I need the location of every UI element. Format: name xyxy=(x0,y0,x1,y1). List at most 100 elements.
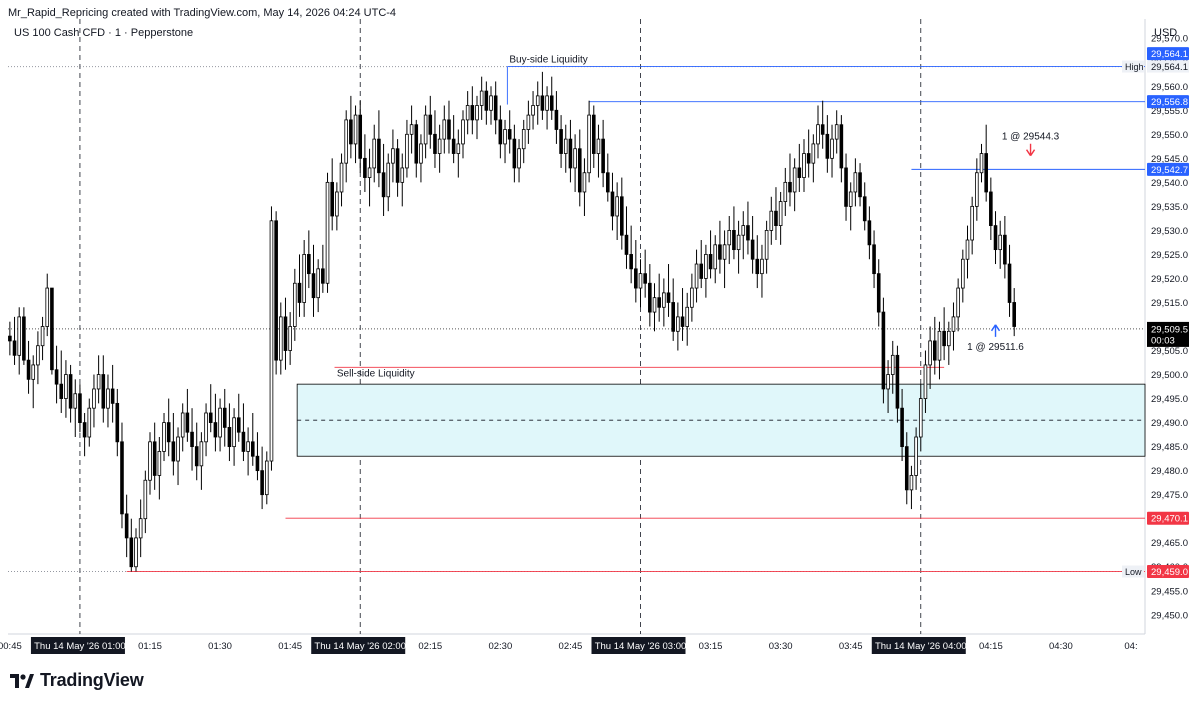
candle-body xyxy=(87,407,92,438)
candle xyxy=(493,81,498,135)
candle xyxy=(325,172,330,293)
candle xyxy=(517,139,521,183)
candle-body xyxy=(339,162,344,193)
candle xyxy=(134,528,138,572)
symbol-legend[interactable]: US 100 Cash CFD · 1 · Pepperstone xyxy=(14,27,194,39)
candle-body xyxy=(96,374,101,390)
session-date-label: Thu 14 May '26 04:00 xyxy=(875,641,967,652)
candle-body xyxy=(180,412,185,438)
y-tick-label: 29,570.0 xyxy=(1151,34,1188,45)
candle-body xyxy=(162,422,166,452)
candle-body xyxy=(414,124,419,164)
candle-body xyxy=(493,95,498,121)
candle-body xyxy=(185,412,190,433)
candle xyxy=(783,167,788,216)
candle-body xyxy=(867,220,872,246)
candle-body xyxy=(620,196,624,236)
candle xyxy=(535,81,540,125)
candle-body xyxy=(792,167,797,193)
candle-body xyxy=(591,114,596,154)
candle xyxy=(456,129,461,178)
candle xyxy=(428,95,433,149)
candle xyxy=(73,379,78,438)
candle-body xyxy=(386,162,391,198)
candle-body xyxy=(895,354,900,409)
candle xyxy=(638,259,643,308)
candle xyxy=(802,139,806,192)
candle-body xyxy=(942,330,946,347)
price-tag xyxy=(1147,47,1189,61)
candle xyxy=(774,187,778,241)
price-tag-label: 29,556.8 xyxy=(1151,97,1188,108)
candle xyxy=(8,321,12,356)
last-price-tag xyxy=(1147,321,1189,347)
candle-body xyxy=(848,191,853,207)
candle-body xyxy=(872,244,876,275)
candle xyxy=(302,240,306,317)
candle xyxy=(180,403,185,452)
candle-body xyxy=(428,114,433,135)
candle xyxy=(872,230,876,289)
candle xyxy=(699,240,704,289)
candle-body xyxy=(372,138,377,169)
candle-body xyxy=(316,268,320,299)
candle xyxy=(615,182,619,241)
y-tick-label: 29,500.0 xyxy=(1151,370,1188,381)
session-date-label: Thu 14 May '26 03:00 xyxy=(595,641,687,652)
candle-body xyxy=(40,326,45,347)
candle xyxy=(106,374,110,428)
candle-body xyxy=(676,316,680,332)
x-tick-label: 00:45 xyxy=(0,641,22,652)
candle-body xyxy=(764,230,769,260)
candle xyxy=(540,71,545,120)
candle xyxy=(489,86,493,125)
candle xyxy=(989,177,993,241)
candle xyxy=(321,244,325,293)
candle-body xyxy=(806,153,811,164)
candle xyxy=(12,316,17,365)
currency-label[interactable]: USD xyxy=(1154,27,1178,39)
candle xyxy=(293,268,297,341)
candle-body xyxy=(643,273,647,284)
session-date-badge xyxy=(871,637,966,654)
candle xyxy=(718,220,722,274)
candle xyxy=(587,100,591,183)
candle-body xyxy=(302,254,306,303)
candle xyxy=(199,432,204,490)
candle-body xyxy=(671,302,675,332)
x-tick-label: 02:45 xyxy=(559,641,583,652)
candle xyxy=(194,422,199,481)
candle xyxy=(274,211,278,375)
candle xyxy=(685,292,690,346)
candle-body xyxy=(171,441,176,462)
candle xyxy=(914,427,918,490)
candle xyxy=(947,321,951,365)
candle-body xyxy=(961,258,965,289)
candle-body xyxy=(750,239,755,260)
tradingview-brand[interactable]: TradingView xyxy=(10,670,144,691)
candle xyxy=(307,230,311,289)
candle xyxy=(881,297,886,404)
candle-body xyxy=(138,518,143,539)
candle-body xyxy=(311,273,316,299)
candle xyxy=(124,494,129,558)
candle-body xyxy=(92,388,96,409)
buy-arrow-icon xyxy=(990,324,1001,337)
candle xyxy=(204,403,208,457)
candle-body xyxy=(657,297,661,308)
candle xyxy=(503,119,507,164)
candle-body xyxy=(535,95,540,106)
candle xyxy=(746,201,750,255)
candle xyxy=(704,244,708,298)
candle-body xyxy=(157,451,162,476)
y-tick-label: 29,555.0 xyxy=(1151,106,1188,117)
candle-body xyxy=(820,124,825,135)
candle xyxy=(965,225,970,279)
candle xyxy=(652,283,657,332)
candle-body xyxy=(811,143,816,164)
candle xyxy=(545,86,549,130)
x-tick-label: 02:30 xyxy=(488,641,512,652)
candle-body xyxy=(615,196,619,217)
candle-body xyxy=(690,287,694,308)
